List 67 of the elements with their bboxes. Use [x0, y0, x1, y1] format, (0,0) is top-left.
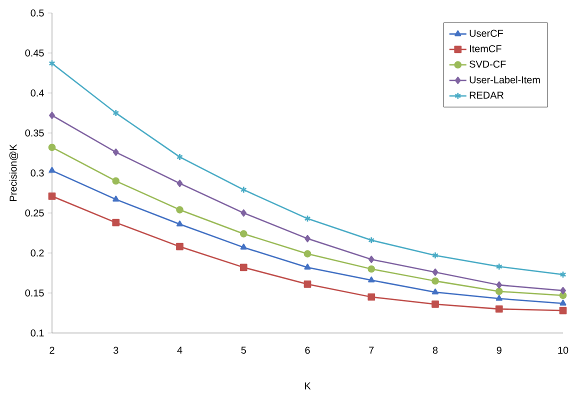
y-tick-label: 0.5: [30, 9, 44, 17]
y-axis-title: Precision@K: [9, 144, 18, 202]
y-tick-label: 0.35: [25, 129, 44, 137]
point: [112, 109, 120, 117]
point: [176, 206, 184, 214]
y-tick-label: 0.4: [30, 89, 44, 97]
x-tick-label: 7: [369, 346, 374, 354]
y-tick-label: 0.15: [25, 289, 44, 297]
point: [559, 306, 567, 314]
point: [368, 256, 374, 264]
point: [496, 294, 502, 301]
x-tick-label: 4: [177, 346, 182, 354]
point: [176, 153, 184, 161]
point: [49, 112, 55, 120]
y-tick-label: 0.1: [30, 329, 44, 337]
legend-label: UserCF: [470, 30, 503, 37]
point: [112, 177, 120, 185]
x-tick-label: 6: [305, 346, 310, 354]
point: [240, 186, 247, 194]
point: [368, 276, 375, 282]
point: [240, 230, 248, 238]
point: [495, 305, 503, 313]
y-tick-label: 0.25: [25, 209, 44, 217]
x-axis-title: K: [304, 382, 311, 390]
y-tick-label: 0.45: [25, 49, 44, 57]
point: [176, 180, 183, 188]
point: [432, 268, 438, 276]
point: [176, 220, 184, 226]
x-tick-label: 3: [113, 346, 118, 354]
point: [48, 166, 56, 173]
point: [304, 250, 312, 258]
x-tick-label: 5: [241, 346, 246, 354]
y-tick-label: 0.2: [30, 249, 44, 257]
x-tick-label: 10: [558, 346, 568, 354]
point: [432, 300, 439, 308]
point: [48, 144, 56, 152]
point: [240, 264, 248, 272]
point: [368, 236, 375, 244]
point: [560, 286, 566, 294]
point: [432, 288, 439, 294]
legend-label: User-Label-Item: [470, 76, 540, 84]
point: [240, 244, 247, 250]
point: [48, 192, 56, 200]
legend-label: SVD-CF: [470, 60, 506, 68]
point: [304, 214, 311, 222]
legend-label: REDAR: [470, 92, 504, 99]
point: [496, 281, 502, 289]
point: [432, 277, 439, 285]
x-tick-label: 2: [50, 346, 54, 354]
point: [368, 293, 376, 301]
x-tick-label: 8: [432, 346, 438, 354]
point: [112, 218, 120, 226]
point: [432, 252, 439, 260]
y-tick-label: 0.3: [30, 169, 44, 177]
point: [304, 234, 310, 242]
point: [495, 288, 503, 296]
point: [496, 262, 502, 270]
point: [112, 148, 119, 156]
x-tick-label: 9: [496, 346, 502, 354]
point: [240, 209, 247, 217]
point: [368, 265, 376, 273]
point: [176, 242, 184, 250]
legend-label: ItemCF: [470, 45, 502, 52]
point: [304, 264, 311, 270]
point: [112, 196, 120, 202]
point: [560, 300, 566, 306]
point: [304, 280, 312, 288]
